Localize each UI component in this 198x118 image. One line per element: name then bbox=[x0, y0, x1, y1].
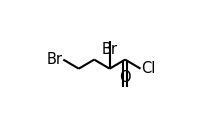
Text: Br: Br bbox=[47, 52, 63, 67]
Text: Cl: Cl bbox=[141, 61, 155, 76]
Text: Br: Br bbox=[102, 42, 118, 57]
Text: O: O bbox=[119, 70, 131, 85]
